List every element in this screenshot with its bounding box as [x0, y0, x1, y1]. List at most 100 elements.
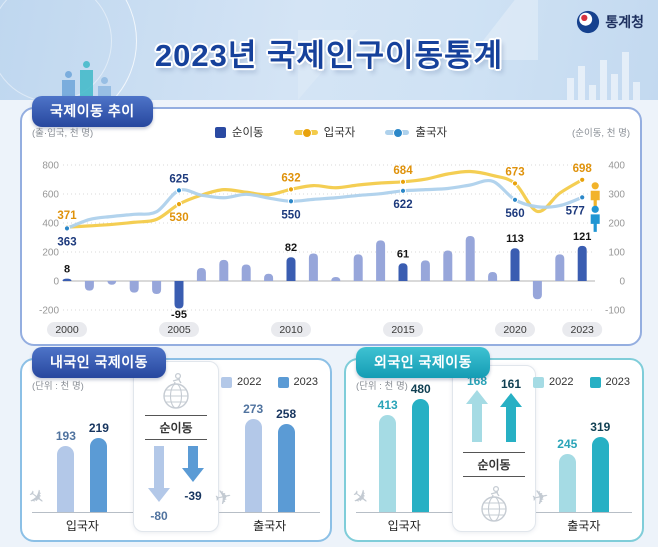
data-point-2005 — [175, 187, 183, 194]
trend-legend: 순이동 입국자 출국자 — [22, 121, 640, 143]
data-label-2000: 371 — [57, 210, 77, 222]
year-pill-2005 — [159, 322, 199, 337]
category-label: 출국자 — [567, 519, 601, 533]
net-migration-bar-2008 — [241, 264, 251, 281]
net-migration-label: 순이동 — [463, 452, 525, 477]
net-migration-bar-2004 — [152, 281, 162, 295]
plane-takeoff-icon: ✈ — [213, 485, 235, 511]
foreign-panel: 외국인 국제이동 (단위 : 천 명) 2022 2023 ✈ 413 480 … — [344, 347, 644, 542]
net-migration-bar-2018 — [465, 236, 475, 281]
data-label-2000: 363 — [57, 236, 76, 248]
plane-landing-icon: ✈ — [346, 484, 374, 512]
bar-2022 — [244, 419, 262, 512]
net-migration-bar-2012 — [331, 276, 341, 281]
person-icon-yellow — [591, 182, 599, 190]
year-pill-label-2010: 2010 — [279, 324, 303, 336]
right-axis-tick: 100 — [608, 248, 625, 259]
bar-2023 — [277, 424, 295, 512]
value-label: 193 — [55, 429, 76, 444]
net-migration-swatch — [214, 126, 226, 138]
person-icon-blue — [590, 214, 600, 232]
right-axis-unit: (순이동, 천 명) — [572, 128, 630, 139]
axis-line — [219, 512, 320, 513]
year-2022-swatch — [221, 376, 233, 388]
axis-line — [32, 512, 133, 513]
net-migration-bar-2005 — [174, 281, 184, 309]
data-label-2023: 577 — [566, 205, 585, 217]
globe-network-decoration — [0, 0, 137, 100]
net-migration-bar-2007 — [219, 259, 229, 281]
data-point-2000 — [63, 225, 71, 232]
departures-line-swatch — [385, 128, 410, 138]
foreign-legend: 2022 2023 — [533, 376, 630, 388]
data-point-2005 — [175, 201, 183, 208]
net-migration-value-2020: 113 — [506, 233, 524, 245]
page-title: 2023년 국제인구이동통계 — [154, 38, 504, 73]
left-axis-tick: 0 — [53, 277, 59, 288]
net-2023: -39 — [182, 446, 204, 503]
domestic-unit: (단위 : 천 명) — [32, 381, 84, 392]
domestic-arrivals-group: ✈ 193 219 입국자 — [23, 421, 133, 534]
net-migration-value-2015: 61 — [397, 248, 409, 260]
net-migration-bar-2010 — [286, 257, 296, 281]
year-2023-swatch — [589, 376, 601, 388]
value-label: 413 — [377, 397, 398, 412]
foreign-panel-title: 외국인 국제이동 — [356, 347, 491, 378]
net-migration-value-2010: 82 — [285, 242, 297, 254]
year-pill-label-2020: 2020 — [503, 324, 527, 336]
year-pill-2010 — [271, 322, 311, 337]
up-arrow-icon — [500, 393, 522, 447]
person-icon-blue — [591, 205, 599, 213]
year-pill-label-2015: 2015 — [391, 324, 415, 336]
data-label-2005: 530 — [169, 212, 188, 224]
net-migration-bar-2017 — [443, 250, 453, 281]
left-axis-tick: 600 — [42, 190, 59, 201]
net-migration-bar-2006 — [196, 267, 206, 281]
data-label-2020: 673 — [505, 166, 524, 178]
category-label: 입국자 — [387, 519, 421, 533]
left-axis-tick: -200 — [39, 306, 59, 317]
globe-runner-icon — [481, 485, 507, 522]
globe-runner-icon — [163, 372, 189, 409]
data-point-2015 — [399, 187, 407, 194]
net-migration-bar-2003 — [129, 281, 139, 293]
agency-name: 통계청 — [605, 14, 644, 30]
right-axis-tick: 400 — [608, 161, 625, 172]
up-arrow-icon — [466, 390, 488, 447]
net-2023: 161 — [500, 377, 522, 447]
category-label: 출국자 — [253, 519, 287, 533]
right-axis-tick: 0 — [619, 277, 625, 288]
legend-departures: 출국자 — [385, 124, 447, 140]
year-pill-2015 — [383, 322, 423, 337]
person-icon-yellow — [590, 190, 600, 209]
bar-2022 — [379, 414, 397, 512]
net-migration-bar-2023 — [577, 245, 587, 281]
foreign-unit: (단위 : 천 명) — [356, 381, 408, 392]
data-label-2015: 684 — [393, 165, 413, 177]
data-label-2015: 622 — [393, 199, 412, 211]
legend-net-migration: 순이동 — [214, 124, 264, 140]
podium-people-decoration — [62, 61, 111, 100]
data-point-2023 — [579, 194, 586, 201]
category-label: 입국자 — [65, 519, 99, 533]
axis-line — [535, 512, 632, 513]
domestic-panel-title: 내국인 국제이동 — [32, 347, 167, 378]
data-point-2020 — [511, 180, 519, 187]
data-point-2023 — [579, 176, 586, 183]
year-pill-2023 — [562, 322, 603, 337]
value-label: 245 — [557, 437, 578, 452]
polygon-decoration — [468, 0, 538, 60]
net-migration-bar-2015 — [398, 263, 408, 281]
net-migration-value-2005: -95 — [171, 309, 187, 321]
polygon-decoration — [298, 30, 358, 100]
bar-chart-decoration — [567, 52, 640, 100]
data-label-2010: 550 — [281, 209, 300, 221]
data-point-2020 — [511, 196, 519, 203]
trend-chart: 800 400 600 300 400 200 200 100 0 0 -200 -100 8 -95 82… — [39, 161, 625, 337]
header-banner: 2023년 국제인구이동통계 통계청 — [0, 0, 658, 100]
right-axis-tick: 200 — [608, 219, 625, 230]
trend-panel: 국제이동 추이 (출·입국, 천 명) 순이동 입국자 출국자 (순이동, 천 … — [20, 96, 642, 346]
year-pill-label-2005: 2005 — [167, 324, 191, 336]
down-arrow-icon — [148, 446, 170, 507]
